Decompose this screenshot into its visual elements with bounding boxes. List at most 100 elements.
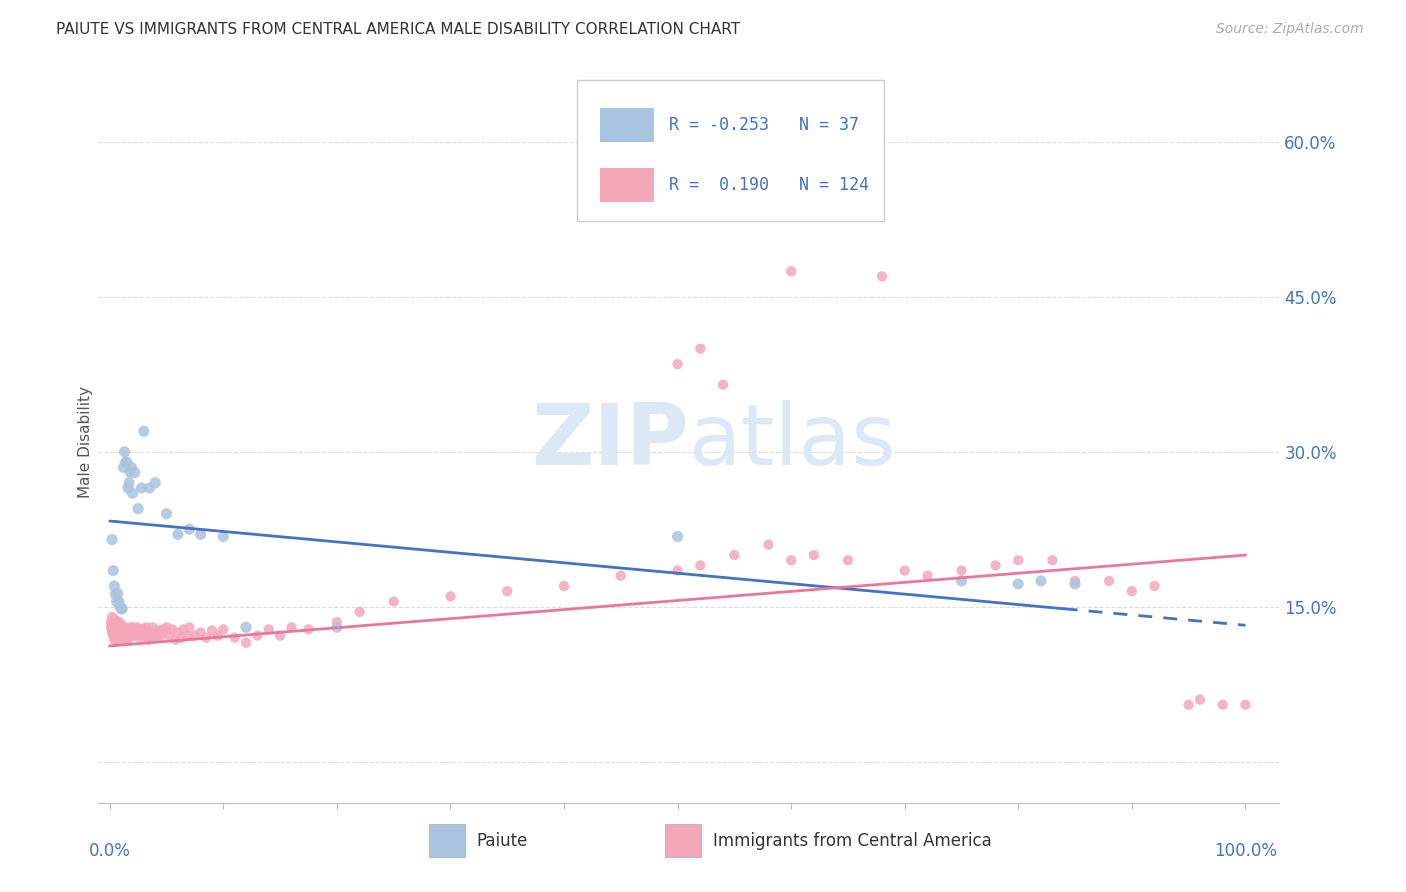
Point	[121, 486, 143, 500]
Text: Source: ZipAtlas.com: Source: ZipAtlas.com	[1216, 22, 1364, 37]
Point	[1143, 579, 1166, 593]
Point	[170, 631, 193, 645]
Point	[155, 507, 177, 521]
Point	[107, 614, 129, 628]
Point	[439, 590, 461, 604]
Point	[893, 564, 915, 578]
Point	[950, 574, 973, 588]
Point	[110, 617, 132, 632]
Point	[101, 610, 124, 624]
Point	[666, 564, 689, 578]
Point	[120, 620, 142, 634]
Point	[125, 620, 148, 634]
Point	[127, 626, 149, 640]
Point	[1121, 584, 1143, 599]
Point	[553, 579, 575, 593]
Point	[103, 629, 125, 643]
Point	[146, 631, 169, 645]
Text: Paiute: Paiute	[477, 832, 527, 850]
Point	[112, 623, 135, 637]
Point	[803, 548, 825, 562]
Point	[108, 619, 131, 633]
Point	[207, 629, 229, 643]
Point	[138, 624, 160, 639]
FancyBboxPatch shape	[600, 168, 654, 202]
Point	[269, 629, 291, 643]
Point	[108, 624, 131, 638]
Point	[143, 629, 166, 643]
Point	[104, 625, 127, 640]
Point	[103, 612, 125, 626]
Point	[128, 631, 150, 645]
Point	[167, 527, 190, 541]
Point	[105, 624, 128, 638]
Point	[224, 631, 246, 645]
Point	[689, 558, 711, 573]
Point	[121, 620, 143, 634]
Point	[176, 629, 198, 643]
Point	[666, 357, 689, 371]
Point	[120, 460, 142, 475]
Point	[105, 629, 128, 643]
Point	[118, 631, 141, 645]
Text: atlas: atlas	[689, 400, 897, 483]
Point	[837, 553, 859, 567]
Point	[103, 623, 125, 637]
Point	[1007, 577, 1029, 591]
Point	[1212, 698, 1234, 712]
Point	[107, 629, 129, 643]
Point	[1098, 574, 1121, 588]
Point	[184, 629, 207, 643]
Point	[114, 620, 136, 634]
Point	[136, 626, 159, 640]
Y-axis label: Male Disability: Male Disability	[77, 385, 93, 498]
Point	[117, 624, 139, 639]
Point	[101, 625, 124, 640]
Point	[780, 264, 803, 278]
Point	[120, 466, 142, 480]
Point	[111, 601, 134, 615]
Point	[1188, 692, 1211, 706]
Point	[108, 599, 131, 614]
Text: 0.0%: 0.0%	[89, 842, 131, 860]
Point	[112, 460, 135, 475]
Point	[711, 377, 734, 392]
Point	[117, 481, 139, 495]
Point	[235, 636, 257, 650]
Point	[758, 538, 780, 552]
Point	[131, 629, 153, 643]
Point	[212, 529, 235, 543]
Point	[165, 632, 187, 647]
Point	[100, 615, 122, 630]
Point	[107, 586, 129, 600]
Text: PAIUTE VS IMMIGRANTS FROM CENTRAL AMERICA MALE DISABILITY CORRELATION CHART: PAIUTE VS IMMIGRANTS FROM CENTRAL AMERIC…	[56, 22, 741, 37]
Point	[114, 623, 136, 637]
Point	[127, 501, 149, 516]
Point	[246, 629, 269, 643]
Point	[689, 342, 711, 356]
Point	[950, 564, 973, 578]
Point	[139, 631, 162, 645]
Point	[1007, 553, 1029, 567]
Point	[114, 631, 136, 645]
Point	[124, 629, 146, 643]
Point	[114, 455, 136, 469]
Point	[108, 626, 131, 640]
Point	[496, 584, 519, 599]
Point	[195, 631, 218, 645]
Point	[115, 624, 138, 638]
Point	[179, 522, 201, 536]
Point	[666, 529, 689, 543]
Point	[103, 625, 125, 640]
Point	[131, 481, 153, 495]
FancyBboxPatch shape	[665, 824, 700, 857]
Point	[104, 631, 127, 645]
Point	[349, 605, 371, 619]
Text: 100.0%: 100.0%	[1213, 842, 1277, 860]
Point	[382, 594, 405, 608]
Point	[108, 632, 131, 647]
Point	[111, 629, 134, 643]
Point	[326, 615, 349, 630]
Point	[190, 527, 212, 541]
Point	[297, 623, 319, 637]
